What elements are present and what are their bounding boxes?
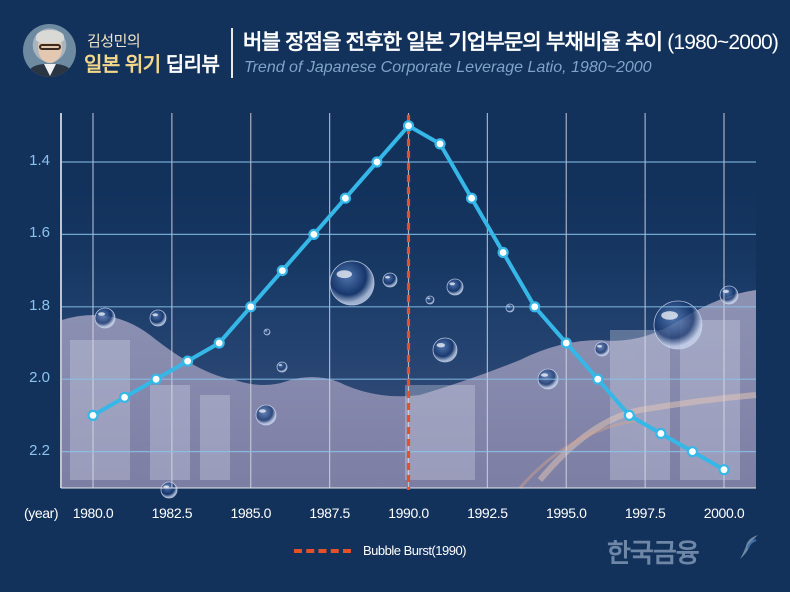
data-point-marker [529, 301, 541, 313]
data-point-marker [592, 373, 604, 385]
publisher-logo-feather-icon [740, 535, 758, 559]
brand-subtitle: 김성민의 [87, 33, 141, 50]
publisher-logo: 한국금융 [607, 538, 700, 568]
x-tick-label: 1995.0 [546, 505, 587, 521]
data-point-marker [276, 265, 288, 277]
data-point-marker [245, 301, 257, 313]
data-point-marker [497, 246, 509, 259]
data-point-marker [466, 192, 478, 204]
y-tick-label: 2.2 [29, 441, 50, 459]
data-point-marker [402, 120, 415, 132]
chart-subtitle: Trend of Japanese Corporate Leverage Lat… [244, 59, 652, 76]
bubble-decorations [94, 260, 739, 499]
x-tick-label: 1987.5 [309, 505, 350, 521]
x-tick-label: 1992.5 [467, 505, 508, 521]
data-point-marker [308, 228, 320, 240]
chart-title: 버블 정점을 전후한 일본 기업부문의 부채비율 추이 (1980~2000) [243, 26, 779, 56]
header-divider [231, 28, 233, 78]
data-series [87, 115, 730, 490]
x-tick-label: 1982.5 [151, 505, 193, 521]
data-point-marker [182, 355, 194, 367]
x-tick-label: 2000.0 [703, 505, 745, 521]
legend: Bubble Burst(1990) [294, 543, 467, 558]
header: 김성민의 일본 위기 딥리뷰 버블 정점을 전후한 일본 기업부문의 부채비율 … [0, 0, 790, 100]
data-point-marker [213, 337, 225, 349]
x-tick-label: 1980.0 [72, 505, 114, 521]
data-point-marker [339, 192, 351, 204]
y-tick-label: 1.4 [29, 152, 50, 169]
brand-title-rest: 딥리뷰 [165, 54, 220, 76]
data-point-marker [150, 373, 162, 385]
legend-label: Bubble Burst(1990) [363, 543, 467, 558]
y-tick-label: 2.0 [29, 369, 50, 387]
data-point-marker [718, 464, 730, 476]
data-point-marker [655, 427, 667, 440]
data-point-marker [686, 446, 699, 458]
brand-title: 일본 위기 딥리뷰 [84, 48, 220, 77]
x-axis-label: (year) [24, 505, 59, 521]
x-tick-label: 1997.5 [624, 505, 666, 521]
data-point-marker [118, 391, 131, 403]
data-point-marker [87, 409, 99, 421]
data-point-marker [434, 138, 446, 150]
y-tick-label: 1.8 [29, 296, 50, 314]
x-tick-label: 1985.0 [230, 505, 272, 521]
y-tick-label: 1.6 [29, 224, 50, 242]
brand-title-highlight: 일본 위기 [84, 54, 161, 76]
legend-dashed-line-icon [294, 548, 351, 553]
author-avatar [23, 24, 76, 77]
data-point-marker [623, 409, 635, 421]
x-tick-label: 1990.0 [388, 505, 429, 521]
data-point-marker [371, 156, 383, 168]
avatar-hair-shape [36, 30, 64, 43]
data-point-marker [560, 337, 572, 349]
chart-title-years: (1980~2000) [667, 31, 779, 54]
avatar-glasses-shape [39, 44, 61, 50]
chart-title-text: 버블 정점을 전후한 일본 기업부문의 부채비율 추이 [243, 31, 663, 54]
